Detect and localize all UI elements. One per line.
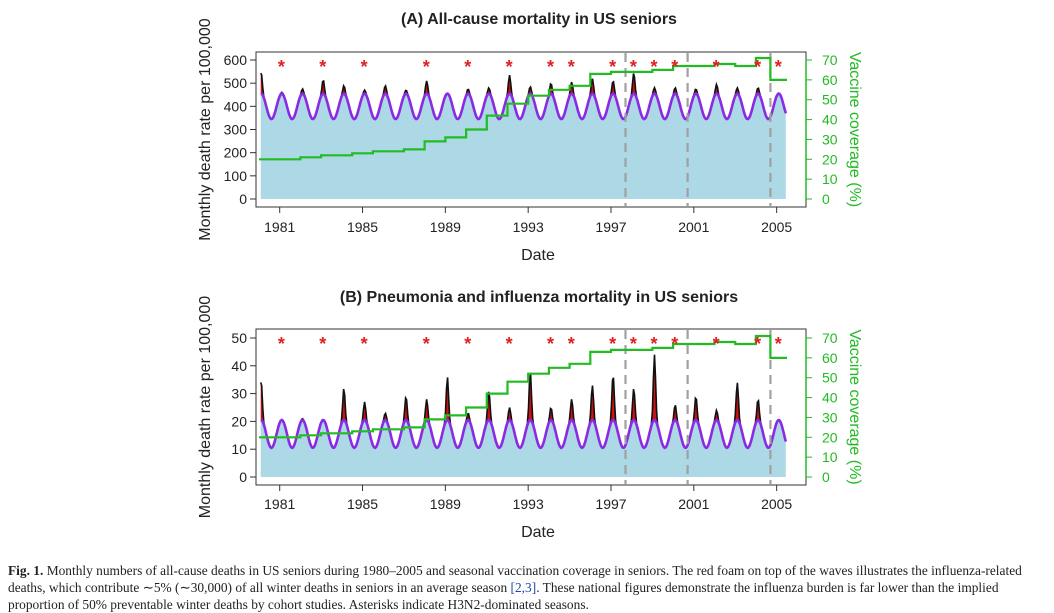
h3n2-season-asterisk: * [713,57,720,77]
h3n2-season-asterisk: * [423,334,430,354]
x-tick-label: 2001 [678,496,709,512]
y2-tick-label: 20 [822,151,838,167]
y-tick-label: 50 [231,330,247,346]
y-tick-label: 30 [231,386,247,402]
h3n2-season-asterisk: * [651,334,658,354]
y2-tick-label: 40 [822,112,838,128]
y2-tick-label: 0 [822,469,830,485]
y-tick-label: 100 [224,168,248,184]
chart-title: (B) Pneumonia and influenza mortality in… [340,289,738,306]
y2-tick-label: 30 [822,131,838,147]
h3n2-season-asterisk: * [775,57,782,77]
x-tick-label: 2001 [678,219,709,235]
x-tick-label: 2005 [761,496,792,512]
y-tick-label: 0 [239,469,247,485]
h3n2-season-asterisk: * [278,334,285,354]
y2-tick-label: 60 [822,72,838,88]
h3n2-season-asterisk: * [361,57,368,77]
h3n2-season-asterisk: * [547,334,554,354]
y-tick-label: 20 [231,413,247,429]
y-axis-label: Monthly death rate per 100,000 [197,18,214,240]
h3n2-season-asterisk: * [568,57,575,77]
y2-axis-label: Vaccine coverage (%) [846,329,863,484]
y2-tick-label: 0 [822,191,830,207]
h3n2-season-asterisk: * [464,57,471,77]
h3n2-season-asterisk: * [568,334,575,354]
caption-reference: [2,3] [510,580,537,595]
seasonal-baseline-line [260,418,788,450]
h3n2-season-asterisk: * [506,57,513,77]
vaccine-coverage-line [259,334,787,439]
h3n2-season-asterisk: * [630,57,637,77]
y-tick-label: 400 [224,98,248,114]
y2-tick-label: 70 [822,52,838,68]
chart-panel-a: (A) All-cause mortality in US seniors * * *… [197,11,863,264]
h3n2-season-asterisk: * [713,334,720,354]
y2-tick-label: 10 [822,171,838,187]
y-tick-label: 200 [224,145,248,161]
x-tick-label: 1989 [430,496,461,512]
y-tick-label: 40 [231,358,247,374]
h3n2-season-asterisk: * [651,57,658,77]
y2-tick-label: 40 [822,390,838,406]
chart-title: (A) All-cause mortality in US seniors [401,11,677,28]
x-tick-label: 1993 [513,219,544,235]
excess-mortality-area [260,354,786,448]
y2-tick-label: 20 [822,429,838,445]
chart-panel-b: (B) Pneumonia and influenza mortality in… [197,289,863,541]
baseline-fill-area [260,93,786,199]
h3n2-season-asterisk: * [547,57,554,77]
caption-text-1: Monthly numbers of all-cause deaths in U… [8,563,1022,595]
h3n2-season-asterisk: * [671,334,678,354]
x-axis-label: Date [521,524,555,541]
h3n2-season-asterisk: * [671,57,678,77]
seasonal-baseline-line [260,92,788,121]
x-tick-label: 1985 [347,219,378,235]
x-tick-label: 1981 [264,496,295,512]
h3n2-season-asterisk: * [361,334,368,354]
x-tick-label: 2005 [761,219,792,235]
y2-tick-label: 70 [822,330,838,346]
y2-tick-label: 60 [822,350,838,366]
y-tick-label: 600 [224,52,248,68]
h3n2-season-asterisk: * [630,334,637,354]
y-axis-label: Monthly death rate per 100,000 [197,296,214,518]
h3n2-season-asterisk: * [754,57,761,77]
h3n2-season-asterisk: * [319,334,326,354]
h3n2-season-asterisk: * [609,334,616,354]
h3n2-season-asterisk: * [754,334,761,354]
figure-caption: Fig. 1. Monthly numbers of all-cause dea… [8,562,1048,613]
h3n2-season-asterisk: * [278,57,285,77]
vaccine-coverage-line [259,56,787,161]
x-tick-label: 1981 [264,219,295,235]
h3n2-season-asterisk: * [609,57,616,77]
x-tick-label: 1997 [595,496,626,512]
caption-text-2: . These national figures demonstrate the… [8,580,999,612]
caption-label: Fig. 1. [8,563,44,578]
y2-tick-label: 50 [822,370,838,386]
x-tick-label: 1997 [595,219,626,235]
y2-tick-label: 50 [822,92,838,108]
figure: (A) All-cause mortality in US seniors * * *… [197,11,863,541]
h3n2-season-asterisk: * [775,334,782,354]
y-tick-label: 0 [239,191,247,207]
baseline-fill-area [260,420,786,477]
y-tick-label: 10 [231,441,247,457]
x-tick-label: 1993 [513,496,544,512]
x-axis-label: Date [521,247,555,264]
y-tick-label: 300 [224,122,248,138]
y2-tick-label: 10 [822,449,838,465]
h3n2-season-asterisk: * [464,334,471,354]
x-tick-label: 1989 [430,219,461,235]
h3n2-season-asterisk: * [506,334,513,354]
h3n2-season-asterisk: * [319,57,326,77]
y-tick-label: 500 [224,75,248,91]
y2-tick-label: 30 [822,409,838,425]
x-tick-label: 1985 [347,496,378,512]
h3n2-season-asterisk: * [423,57,430,77]
y2-axis-label: Vaccine coverage (%) [846,52,863,207]
